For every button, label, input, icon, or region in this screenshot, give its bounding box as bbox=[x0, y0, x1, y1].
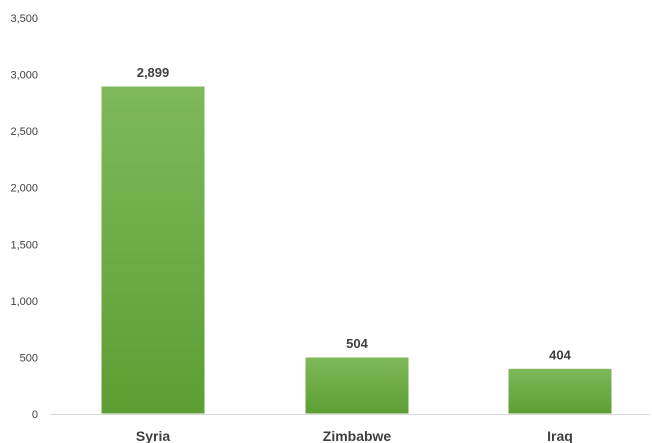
category-labels-group: Syria Zimbabwe Iraq bbox=[136, 428, 573, 443]
data-label: 2,899 bbox=[137, 65, 170, 80]
y-tick-label: 3,000 bbox=[10, 70, 38, 82]
category-label: Iraq bbox=[547, 428, 573, 443]
bar-zimbabwe bbox=[304, 356, 410, 415]
bars-group bbox=[100, 85, 613, 415]
bar-syria bbox=[100, 85, 206, 415]
data-labels-group: 2,899 504 404 bbox=[137, 65, 572, 362]
y-tick-label: 3,500 bbox=[10, 13, 38, 25]
y-tick-label: 1,000 bbox=[10, 296, 38, 308]
y-tick-label: 0 bbox=[32, 409, 38, 421]
y-tick-label: 2,500 bbox=[10, 126, 38, 138]
y-axis-tick-labels: 0 500 1,000 1,500 2,000 2,500 3,000 3,500 bbox=[10, 13, 38, 421]
bar-iraq bbox=[507, 367, 613, 415]
y-tick-label: 2,000 bbox=[10, 183, 38, 195]
data-label: 504 bbox=[346, 336, 368, 351]
y-tick-label: 1,500 bbox=[10, 239, 38, 251]
category-label: Zimbabwe bbox=[323, 428, 392, 443]
category-label: Syria bbox=[136, 428, 170, 443]
data-label: 404 bbox=[549, 347, 571, 362]
y-tick-label: 500 bbox=[20, 352, 38, 364]
